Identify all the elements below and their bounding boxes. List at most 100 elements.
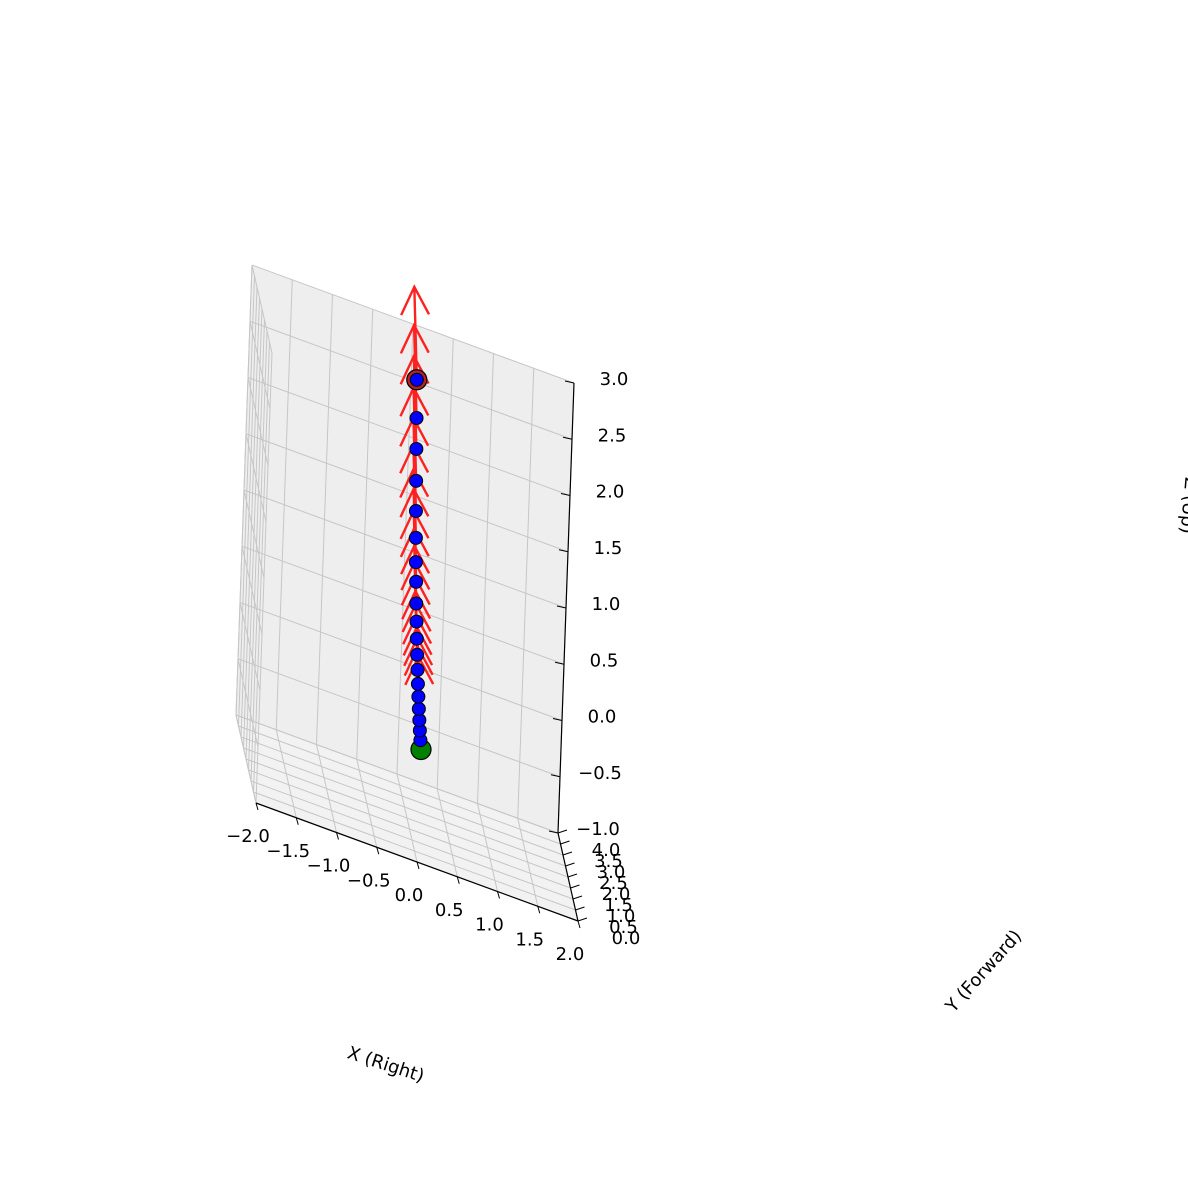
arrow-head xyxy=(400,284,431,316)
y-axis-label: Y (Forward) xyxy=(941,926,1026,1017)
data-point xyxy=(408,555,423,570)
z-tick xyxy=(560,493,571,496)
z-tick xyxy=(554,661,565,665)
data-point xyxy=(409,441,424,456)
arrow-shaft xyxy=(413,285,418,381)
data-point xyxy=(409,631,424,646)
data-point xyxy=(409,614,424,629)
y-tick xyxy=(562,851,573,856)
z-tick xyxy=(552,718,563,721)
grid-line-floor-x xyxy=(477,803,498,892)
x-tick-label: 2.0 xyxy=(556,944,585,965)
grid-line-left-z xyxy=(251,264,273,354)
y-tick xyxy=(567,873,578,878)
data-point xyxy=(408,530,423,545)
z-tick-label: −1.0 xyxy=(576,819,620,840)
z-tick xyxy=(548,830,559,834)
data-point xyxy=(411,701,426,716)
y-tick-label: 1.0 xyxy=(607,906,636,927)
grid-line-floor-y xyxy=(243,747,566,867)
x-tick xyxy=(497,891,500,899)
grid-line-left-z xyxy=(249,321,271,410)
grid-line-left-y xyxy=(235,264,253,716)
data-point xyxy=(411,689,426,704)
x-tick xyxy=(577,920,581,929)
grid-line-left-z xyxy=(247,377,269,466)
end-point xyxy=(409,372,424,387)
grid-line-left-z xyxy=(245,433,267,522)
x-tick xyxy=(537,906,541,914)
grid-line-left-y xyxy=(238,275,255,727)
y-tick-label: 3.0 xyxy=(597,862,626,883)
grid-line-left-y xyxy=(240,286,258,738)
grid-line-left-y xyxy=(243,297,260,749)
grid-line-floor-y xyxy=(235,714,559,834)
grid-line-back-z xyxy=(245,433,569,553)
z-tick xyxy=(564,380,575,384)
z-tick-label: 2.5 xyxy=(598,425,627,446)
z-tick xyxy=(558,549,569,553)
x-tick-label: 1.0 xyxy=(475,915,504,936)
grid-line-floor-x xyxy=(436,788,458,877)
arrow-head xyxy=(399,322,430,354)
data-point xyxy=(410,647,425,662)
x-tick-label: 0.0 xyxy=(395,885,424,906)
data-point xyxy=(409,411,424,426)
z-tick-label: 1.5 xyxy=(594,538,623,559)
x-tick xyxy=(416,861,420,870)
grid-line-back-x xyxy=(436,338,454,789)
grid-line-back-z xyxy=(251,264,575,384)
y-tick xyxy=(572,895,583,900)
grid-line-floor-y xyxy=(240,736,564,856)
y-tick-label: 2.0 xyxy=(602,884,631,905)
grid-line-back-z xyxy=(247,377,571,496)
x-tick xyxy=(456,876,460,884)
y-tick-label: 2.5 xyxy=(599,873,628,894)
y-tick xyxy=(577,917,588,922)
z-tick-label: 2.0 xyxy=(596,482,625,503)
x-tick-label: 1.5 xyxy=(515,929,544,950)
y-tick-label: 1.5 xyxy=(604,895,633,916)
y-tick xyxy=(565,862,575,867)
grid-line-floor-y xyxy=(238,725,561,845)
z-tick-label: 0.0 xyxy=(588,707,617,728)
x-tick xyxy=(295,817,299,825)
data-point xyxy=(410,676,425,691)
y-tick xyxy=(575,906,585,911)
y-tick-label: 0.5 xyxy=(609,917,638,938)
grid-line-back-x xyxy=(477,353,494,804)
data-point xyxy=(410,662,425,677)
x-tick-label: −1.5 xyxy=(266,841,310,862)
grid-line-left-z xyxy=(243,489,265,579)
data-point xyxy=(409,596,424,611)
z-tick-label: 3.0 xyxy=(600,369,629,390)
x-tick-label: 0.5 xyxy=(435,900,464,921)
y-tick xyxy=(560,840,570,845)
x-axis-label: X (Right) xyxy=(345,1042,427,1087)
y-tick-label: 4.0 xyxy=(592,840,621,861)
z-tick-label: 1.0 xyxy=(592,594,621,615)
z-tick-label: −0.5 xyxy=(578,763,622,784)
x-tick-label: −0.5 xyxy=(347,870,391,891)
z-tick xyxy=(562,436,573,440)
z-tick xyxy=(556,605,567,609)
y-tick-label: 3.5 xyxy=(594,851,623,872)
y-tick xyxy=(570,884,580,889)
y-tick xyxy=(557,829,568,834)
z-tick xyxy=(550,774,561,778)
y-tick-label: 0.0 xyxy=(612,928,641,949)
z-axis-label: Z (Up) xyxy=(1176,476,1188,534)
data-point xyxy=(408,504,423,519)
x-tick xyxy=(376,847,380,855)
data-point xyxy=(409,473,424,488)
data-point xyxy=(409,574,424,589)
x-tick xyxy=(255,802,259,811)
x-tick-label: −2.0 xyxy=(226,826,270,847)
tick-labels: −2.0−1.5−1.0−0.50.00.51.01.52.00.00.51.0… xyxy=(226,369,640,965)
x-tick xyxy=(336,832,339,840)
x-tick-label: −1.0 xyxy=(307,856,351,877)
grid-line-floor-x xyxy=(517,818,539,907)
z-tick-label: 0.5 xyxy=(590,650,619,671)
